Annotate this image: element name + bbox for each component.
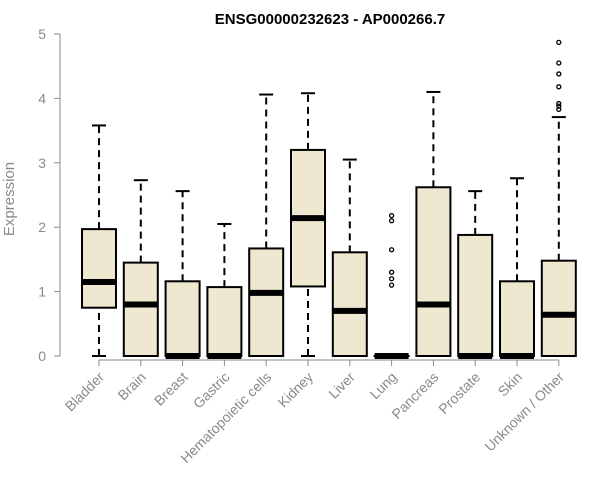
y-tick-label-2: 2 xyxy=(38,219,46,235)
box-group-11 xyxy=(540,39,577,357)
box-0 xyxy=(81,228,117,309)
box-group-3 xyxy=(206,222,243,359)
box-9 xyxy=(457,233,494,357)
box-group-9 xyxy=(457,190,494,359)
x-tick-label-2: Breast xyxy=(151,369,191,409)
outlier-11-6 xyxy=(556,39,562,46)
box-group-2 xyxy=(164,190,201,359)
x-tick-label-1: Brain xyxy=(114,369,148,403)
x-tick-label-7: Lung xyxy=(366,369,399,402)
outlier-7-3 xyxy=(388,247,395,253)
box-group-0 xyxy=(81,124,117,357)
x-tick-label-10: Skin xyxy=(495,369,526,400)
y-tick-label-0: 0 xyxy=(38,348,46,364)
plot-marks xyxy=(81,39,577,359)
outlier-11-4 xyxy=(556,71,562,77)
box-group-6 xyxy=(331,158,368,357)
outlier-11-3 xyxy=(556,84,562,90)
x-tick-label-5: Kidney xyxy=(275,369,317,411)
box-1 xyxy=(122,261,159,357)
box-group-4 xyxy=(248,93,285,357)
outlier-11-5 xyxy=(556,60,562,66)
box-4 xyxy=(248,247,285,357)
x-tick-label-9: Prostate xyxy=(435,369,483,417)
box-6 xyxy=(331,251,368,357)
outlier-11-2 xyxy=(556,100,562,107)
y-tick-label-1: 1 xyxy=(38,284,46,300)
y-tick-label-4: 4 xyxy=(38,90,46,106)
box-3 xyxy=(206,286,243,358)
box-group-10 xyxy=(499,177,535,359)
y-axis-label: Expression xyxy=(1,162,18,236)
outlier-7-5 xyxy=(388,212,395,219)
y-tick-label-3: 3 xyxy=(38,155,46,171)
y-tick-label-5: 5 xyxy=(38,26,46,42)
box-group-1 xyxy=(122,179,159,357)
outlier-7-1 xyxy=(388,276,395,282)
box-11 xyxy=(540,259,577,357)
box-group-8 xyxy=(415,90,452,357)
box-10 xyxy=(499,280,535,357)
outlier-7-2 xyxy=(388,269,395,275)
outlier-11-0 xyxy=(556,106,562,112)
x-tick-label-6: Liver xyxy=(325,369,358,402)
box-2 xyxy=(164,280,201,357)
chart-title: ENSG00000232623 - AP000266.7 xyxy=(215,11,445,28)
x-tick-label-0: Bladder xyxy=(62,369,108,415)
outlier-7-0 xyxy=(388,282,395,288)
x-tick-label-11: Unknown / Other xyxy=(481,369,567,455)
outlier-7-4 xyxy=(388,218,395,224)
box-group-7 xyxy=(373,212,410,359)
outlier-11-1 xyxy=(556,103,562,109)
box-8 xyxy=(415,186,452,357)
box-group-5 xyxy=(290,92,326,357)
